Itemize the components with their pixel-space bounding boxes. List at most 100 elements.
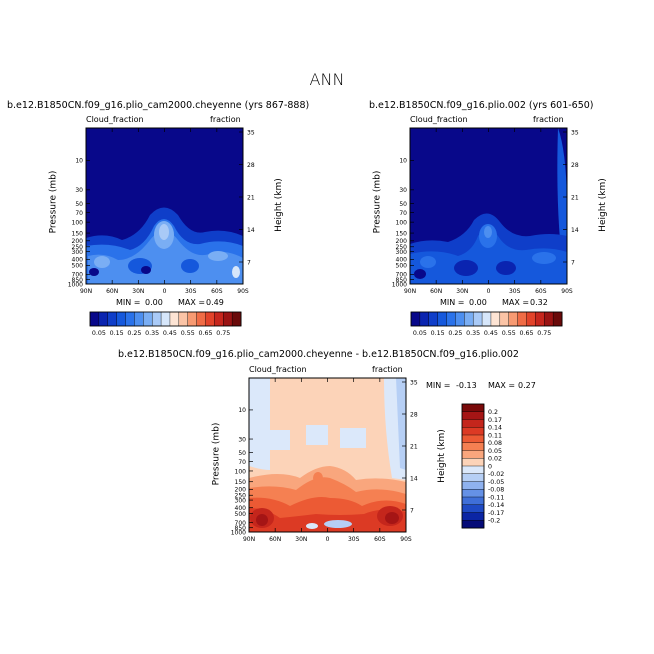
y-tick-label: 100 — [396, 219, 408, 226]
colorbar3-box — [461, 489, 485, 498]
panel2-ylabel-right: Height (km) — [597, 178, 608, 232]
colorbar-box — [151, 311, 162, 327]
colorbar-label: 0.65 — [198, 330, 212, 337]
colorbar3-label: -0.17 — [488, 510, 504, 517]
y-tick-right-label: 28 — [571, 162, 579, 169]
x-tick-label: 90S — [237, 288, 249, 295]
y-tick-right-label: 14 — [410, 475, 418, 482]
y-tick-right-label: 21 — [571, 194, 579, 201]
colorbar3-box — [461, 473, 485, 483]
y-tick-label: 150 — [72, 230, 84, 237]
colorbar3-box — [461, 465, 485, 475]
colorbar-box — [472, 311, 483, 327]
y-tick-label: 850 — [235, 525, 247, 532]
y-tick-label: 10 — [75, 158, 83, 165]
x-tick-label: 60S — [211, 288, 223, 295]
panel1-right-label: fraction — [210, 115, 241, 124]
colorbar-box — [196, 311, 206, 327]
colorbar3-label: 0.02 — [488, 456, 502, 463]
colorbar-box — [535, 311, 545, 327]
y-tick-label: 300 — [235, 497, 247, 504]
y-tick-label: 700 — [396, 272, 408, 279]
colorbar3-box — [461, 434, 485, 444]
panel1-min-label: MIN = — [116, 298, 141, 307]
panel3-contours — [249, 378, 406, 532]
colorbar3-box — [461, 481, 485, 490]
y-tick-right-label: 28 — [410, 411, 418, 418]
y-tick-right-label: 21 — [410, 443, 418, 450]
y-tick-label: 300 — [396, 249, 408, 256]
colorbar-box — [205, 311, 215, 327]
colorbar3-box — [461, 512, 485, 521]
panel2-contours — [410, 128, 567, 284]
y-tick-right-label: 7 — [571, 259, 575, 266]
colorbar-box — [410, 311, 421, 327]
colorbar3-label: 0.17 — [488, 417, 502, 424]
panel3-max-label: MAX = — [488, 381, 516, 390]
y-tick-label: 400 — [72, 257, 84, 264]
colorbar3-box — [461, 427, 485, 436]
x-tick-label: 30S — [348, 536, 360, 543]
colorbar-label: 0.35 — [145, 330, 159, 337]
panel3-title: b.e12.B1850CN.f09_g16.plio_cam2000.cheye… — [118, 349, 519, 360]
colorbar-label: 0.05 — [92, 330, 106, 337]
colorbar3-box — [461, 496, 485, 506]
panel2-min-label: MIN = — [440, 298, 465, 307]
y-tick-label: 100 — [235, 468, 247, 475]
colorbar-label: 0.15 — [110, 330, 124, 337]
x-tick-label: 60N — [106, 288, 118, 295]
x-tick-label: 0 — [163, 288, 167, 295]
y-tick-right-label: 7 — [410, 507, 414, 514]
y-tick-right-label: 14 — [571, 227, 579, 234]
colorbar3-label: 0.14 — [488, 425, 502, 432]
y-tick-label: 10 — [238, 407, 246, 414]
colorbar3-label: -0.08 — [488, 487, 504, 494]
colorbar-box — [517, 311, 527, 327]
colorbar3-label: 0.2 — [488, 409, 498, 416]
colorbar3-box — [461, 411, 485, 421]
x-tick-label: 30S — [185, 288, 197, 295]
y-tick-label: 250 — [396, 244, 408, 251]
panel2-max-value: 0.32 — [530, 298, 548, 307]
colorbar-label: 0.55 — [502, 330, 516, 337]
y-tick-right-label: 21 — [247, 194, 255, 201]
colorbar-label: 0.65 — [519, 330, 533, 337]
y-tick-right-label: 28 — [247, 162, 255, 169]
panel2-max-label: MAX = — [502, 298, 530, 307]
colorbar3-label: -0.2 — [488, 518, 500, 525]
y-tick-label: 1000 — [68, 281, 83, 288]
y-tick-label: 1000 — [231, 529, 246, 536]
colorbar3-label: -0.14 — [488, 502, 504, 509]
colorbar-box — [490, 311, 501, 327]
colorbar3-box — [461, 442, 485, 452]
y-tick-label: 150 — [396, 230, 408, 237]
colorbar3-label: -0.02 — [488, 471, 504, 478]
x-tick-label: 90N — [80, 288, 92, 295]
colorbar-label: 0.35 — [466, 330, 480, 337]
y-tick-label: 50 — [238, 450, 246, 457]
x-tick-label: 90N — [404, 288, 416, 295]
y-tick-label: 500 — [72, 263, 84, 270]
x-tick-label: 60S — [374, 536, 386, 543]
panel1-max-label: MAX = — [178, 298, 206, 307]
y-tick-label: 30 — [399, 187, 407, 194]
x-tick-label: 90N — [243, 536, 255, 543]
colorbar-label: 0.05 — [413, 330, 427, 337]
colorbar-label: 0.75 — [537, 330, 551, 337]
x-tick-label: 90S — [400, 536, 412, 543]
y-tick-label: 200 — [72, 238, 84, 245]
x-tick-label: 60N — [269, 536, 281, 543]
page-title: ANN — [309, 70, 345, 89]
y-tick-label: 50 — [75, 201, 83, 208]
colorbar-box — [464, 311, 474, 327]
panel1-left-label: Cloud_fraction — [86, 115, 144, 124]
colorbar-box — [419, 311, 430, 327]
colorbar3-frame — [461, 403, 485, 529]
y-tick-label: 200 — [235, 487, 247, 494]
x-tick-label: 30N — [456, 288, 468, 295]
panel3-min-label: MIN = — [426, 381, 451, 390]
panel3-min-value: -0.13 — [456, 381, 477, 390]
y-tick-label: 250 — [72, 244, 84, 251]
colorbar-box — [125, 311, 135, 327]
